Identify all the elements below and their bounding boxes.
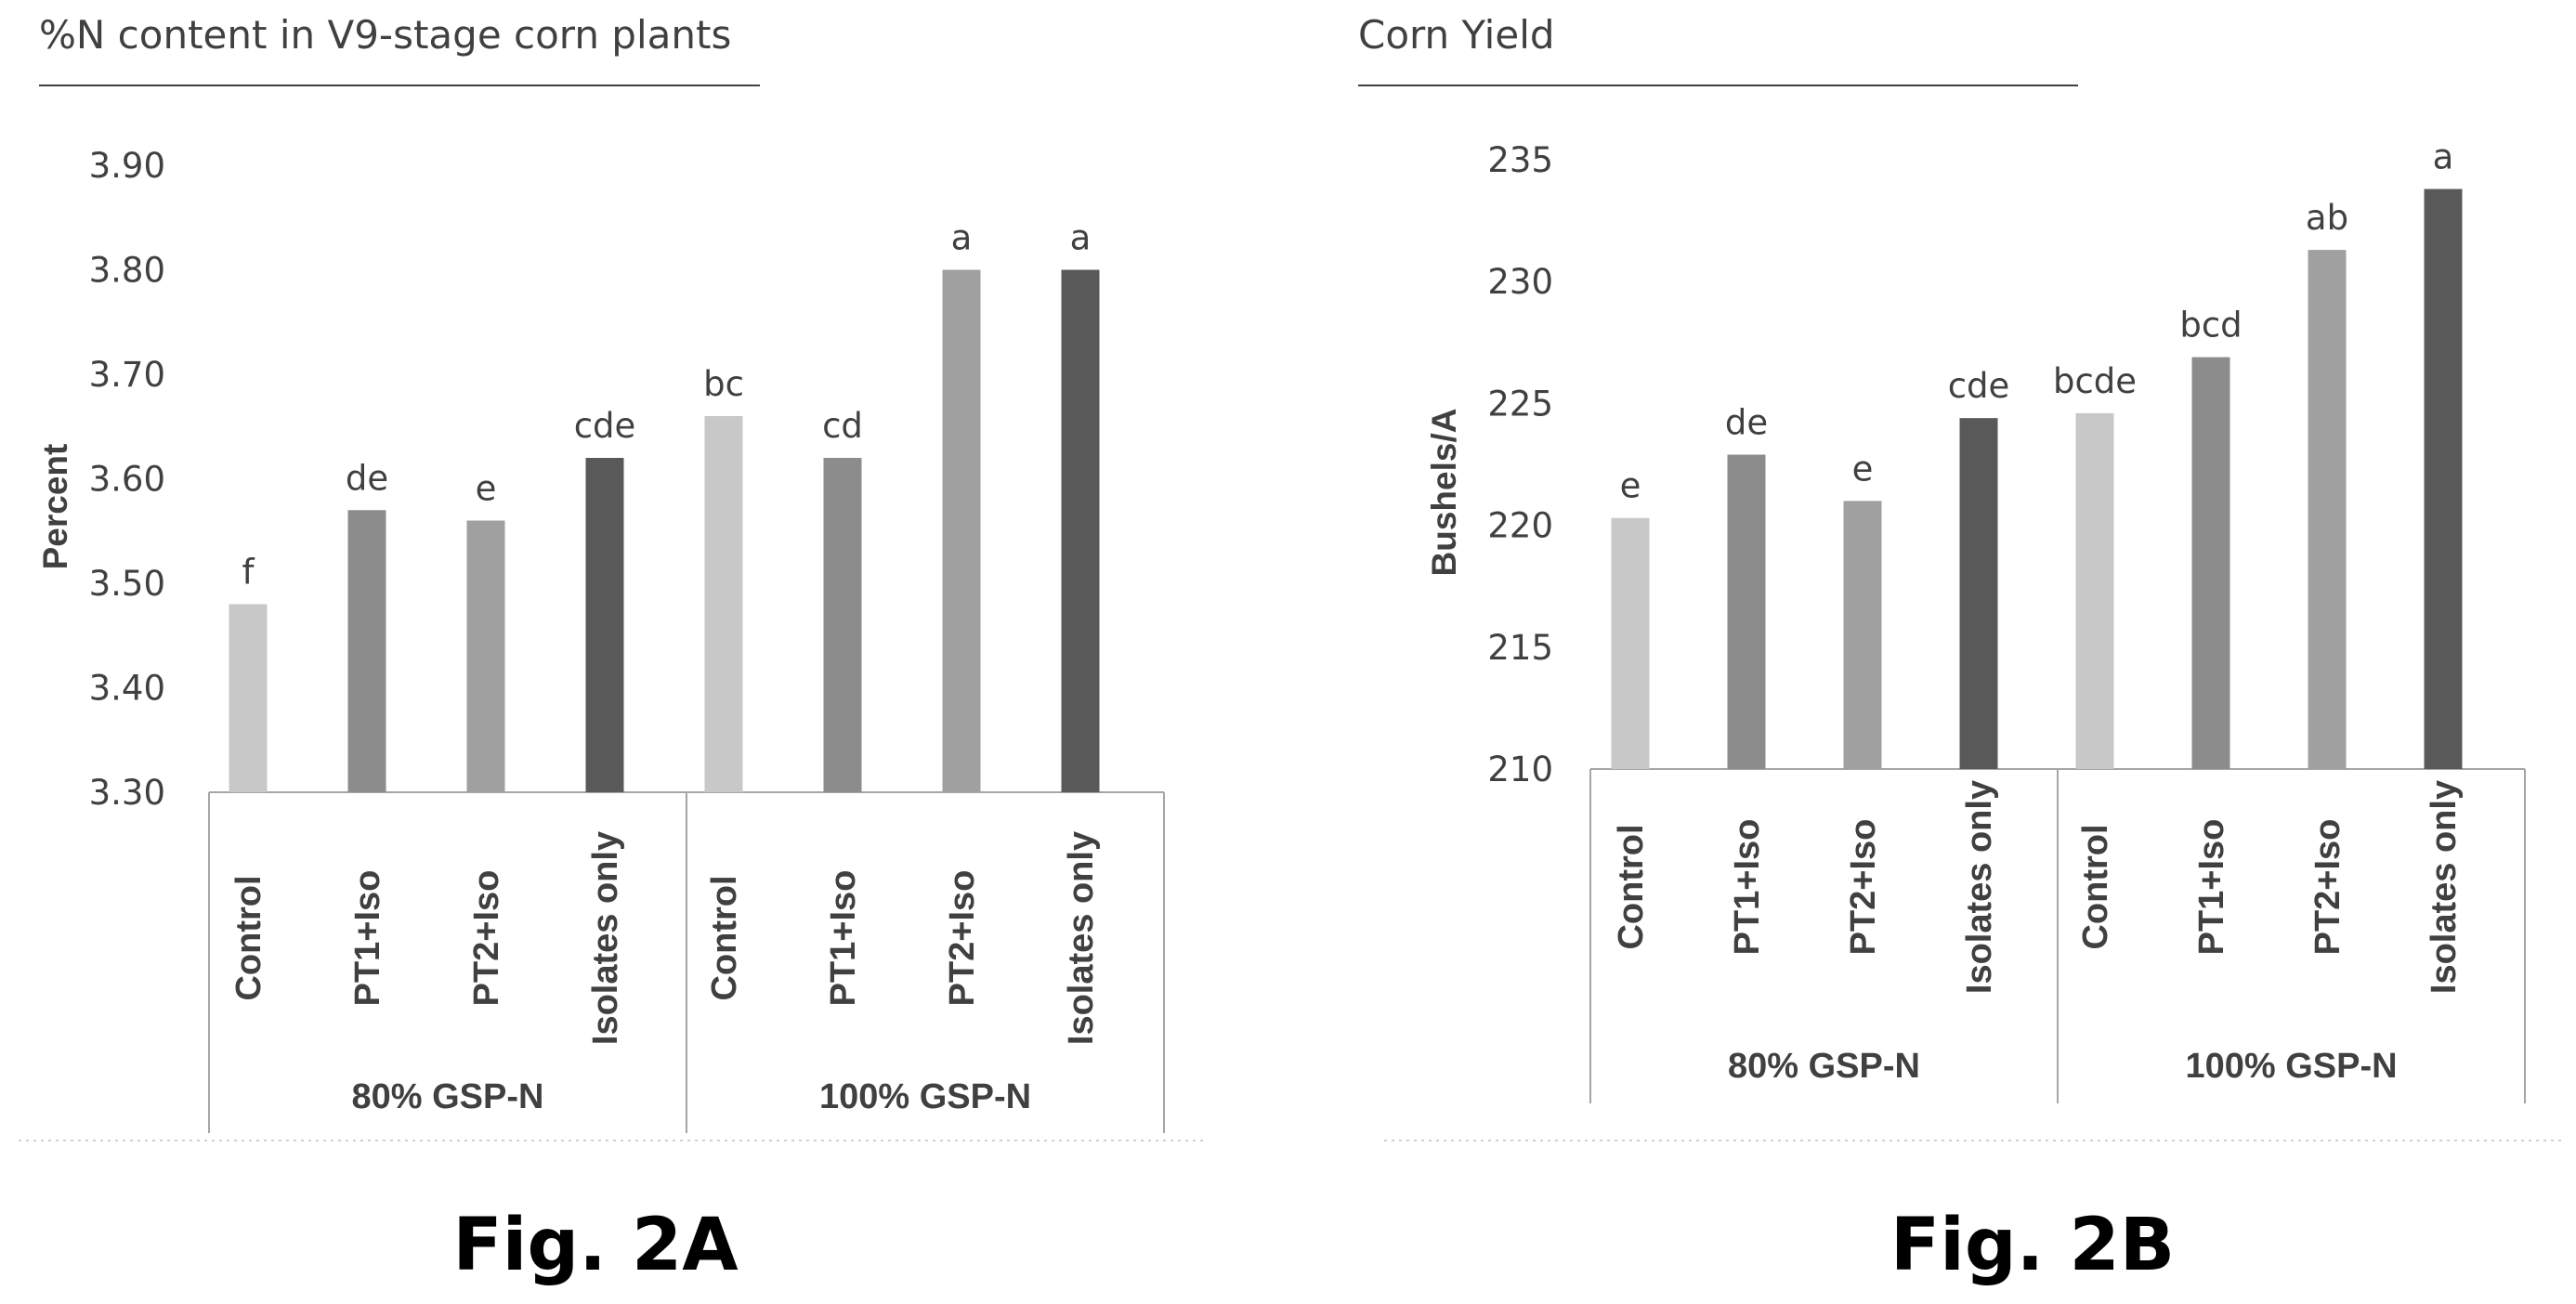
bar xyxy=(466,520,505,792)
category-label: Isolates only xyxy=(2425,780,2464,994)
group-label: 100% GSP-N xyxy=(819,1077,1031,1116)
significance-label: bcd xyxy=(2179,306,2242,346)
category-label: PT1+Iso xyxy=(2192,819,2231,956)
significance-label: f xyxy=(242,553,255,593)
significance-label: cde xyxy=(1948,366,2010,406)
bar xyxy=(1611,517,1650,769)
category-label: Isolates only xyxy=(586,831,625,1045)
y-tick-label: 235 xyxy=(1487,140,1553,180)
significance-label: ab xyxy=(2306,198,2348,238)
chart-title: Corn Yield xyxy=(1358,12,1555,58)
group-label: 100% GSP-N xyxy=(2185,1047,2397,1086)
bar xyxy=(2191,357,2230,769)
significance-label: e xyxy=(1852,449,1874,489)
bar xyxy=(942,269,981,792)
significance-label: a xyxy=(2433,137,2454,176)
significance-label: a xyxy=(1070,218,1092,258)
category-label: Control xyxy=(1612,824,1651,949)
y-tick-label: 3.40 xyxy=(89,669,165,709)
y-axis-title: Percent xyxy=(36,444,74,570)
y-tick-label: 215 xyxy=(1487,628,1553,668)
y-tick-label: 220 xyxy=(1487,506,1553,546)
y-tick-label: 225 xyxy=(1487,384,1553,424)
figure-label: Fig. 2B xyxy=(1890,1204,2175,1287)
y-axis-title: Bushels/A xyxy=(1425,409,1463,577)
bar xyxy=(1959,418,1998,769)
category-label: PT2+Iso xyxy=(467,870,506,1007)
category-label: PT2+Iso xyxy=(943,870,982,1007)
figure-label: Fig. 2A xyxy=(452,1204,738,1287)
y-tick-label: 3.70 xyxy=(89,355,165,395)
y-tick-label: 210 xyxy=(1487,750,1553,789)
y-tick-label: 3.60 xyxy=(89,460,165,500)
bar xyxy=(585,458,624,792)
significance-label: bc xyxy=(703,364,744,404)
significance-label: de xyxy=(346,458,388,498)
significance-label: cde xyxy=(574,406,636,446)
category-label: PT1+Iso xyxy=(824,870,863,1007)
chart-a: %N content in V9-stage corn plants Percen… xyxy=(19,12,1208,1287)
bar xyxy=(1061,269,1100,792)
category-label: Isolates only xyxy=(1960,780,1999,994)
category-label: Isolates only xyxy=(1062,831,1101,1045)
bar xyxy=(1843,501,1882,769)
y-tick-label: 3.30 xyxy=(89,773,165,813)
y-tick-label: 3.90 xyxy=(89,146,165,186)
y-tick-label: 3.50 xyxy=(89,564,165,604)
y-tick-label: 230 xyxy=(1487,262,1553,302)
significance-label: e xyxy=(476,469,497,509)
bar xyxy=(347,510,386,792)
category-label: PT2+Iso xyxy=(1844,819,1883,956)
group-label: 80% GSP-N xyxy=(352,1077,544,1116)
category-label: PT2+Iso xyxy=(2308,819,2347,956)
chart-title: %N content in V9-stage corn plants xyxy=(39,12,731,58)
bar xyxy=(704,416,743,792)
category-label: PT1+Iso xyxy=(1728,819,1767,956)
significance-label: a xyxy=(951,218,973,258)
category-label: Control xyxy=(705,875,744,1000)
bar xyxy=(2424,189,2463,769)
group-label: 80% GSP-N xyxy=(1728,1047,1920,1086)
significance-label: bcde xyxy=(2053,361,2137,401)
significance-label: de xyxy=(1725,403,1768,443)
category-label: Control xyxy=(229,875,268,1000)
bar xyxy=(229,604,268,792)
category-label: Control xyxy=(2076,824,2115,949)
significance-label: cd xyxy=(822,406,863,446)
category-label: PT1+Iso xyxy=(348,870,387,1007)
bar xyxy=(1727,454,1766,769)
y-tick-label: 3.80 xyxy=(89,251,165,291)
bar xyxy=(2308,250,2347,769)
significance-label: e xyxy=(1620,466,1641,506)
chart-b: Corn Yield Bushels/A 210 215 220 225 230 235 e Co… xyxy=(1358,12,2564,1287)
bar xyxy=(823,458,862,792)
bar xyxy=(2075,412,2114,769)
